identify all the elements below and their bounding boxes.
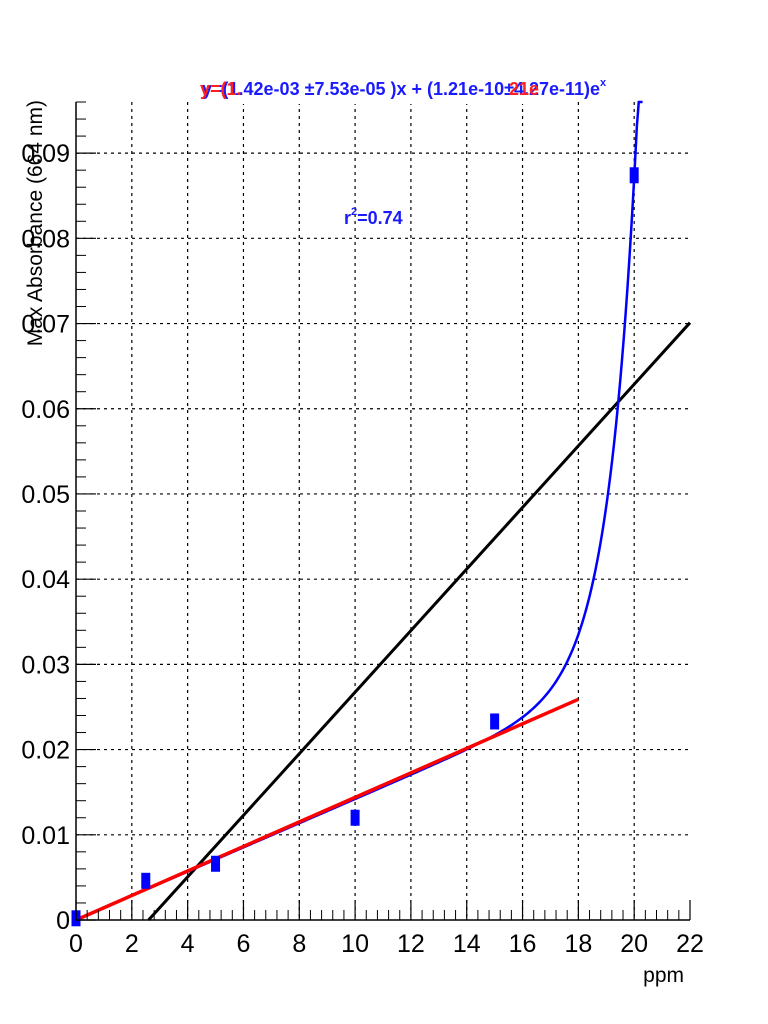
series-lines	[75, 100, 692, 922]
fit-equation-text: y=(1.42e-03 ±7.53e-05 )x + (1.21e-10±4.2…	[202, 79, 600, 99]
x-tick-label-2: 4	[181, 930, 195, 958]
x-tick-label-5: 10	[341, 930, 369, 958]
x-tick-label-0: 0	[69, 930, 83, 958]
fit-equation-superscript: x	[600, 77, 607, 89]
data-point-1	[141, 872, 151, 889]
y-tick-label-6: 0.06	[21, 396, 70, 424]
data-points	[71, 167, 639, 927]
y-tick-label-8: 0.08	[21, 225, 70, 253]
x-tick-label-10: 20	[620, 930, 648, 958]
x-tick-label-7: 14	[453, 930, 481, 958]
y-axis-title: Max Absorbance (664 nm)	[24, 100, 47, 346]
x-tick-label-3: 6	[237, 930, 251, 958]
fit-equation-group: y=(1.42e-03 ±7.53e-05 )x + (1.21e-10±4.2…	[196, 66, 607, 104]
y-tick-label-5: 0.05	[21, 481, 70, 509]
linear-fit-line	[75, 697, 580, 922]
r-squared-label: r2=0.74	[344, 206, 403, 228]
x-axis-title: ppm	[643, 964, 684, 987]
y-tick-label-3: 0.03	[21, 651, 70, 679]
y-tick-label-9: 0.09	[21, 140, 70, 168]
r-squared-value: =0.74	[357, 208, 403, 228]
fit-equation-background	[196, 66, 546, 104]
y-tick-label-1: 0.01	[21, 822, 70, 850]
grid-lines	[76, 102, 690, 920]
x-tick-label-1: 2	[125, 930, 139, 958]
x-tick-label-4: 8	[292, 930, 306, 958]
x-tick-label-8: 16	[509, 930, 537, 958]
r-squared-symbol: r	[344, 208, 351, 228]
data-point-5	[629, 167, 639, 184]
y-tick-label-2: 0.02	[21, 737, 70, 765]
x-axis-ticks: 0 2 4 6 8 10 12 14 16 18 20 22	[69, 900, 704, 958]
y-tick-label-7: 0.07	[21, 311, 70, 339]
data-point-4	[490, 713, 500, 730]
data-point-3	[350, 809, 360, 826]
fit-equation-overlay-left: y=(1.	[200, 79, 242, 99]
x-tick-label-11: 22	[676, 930, 704, 958]
y-axis-ticks: 0 0.01 0.02 0.03 0.04 0.05 0.06 0.07 0.08 0.09	[21, 101, 96, 935]
fit-equation-overlay-right: 21e	[509, 79, 539, 99]
x-tick-label-9: 18	[564, 930, 592, 958]
y-tick-label-0: 0	[56, 907, 70, 935]
fit-equation: y=(1.42e-03 ±7.53e-05 )x + (1.21e-10±4.2…	[202, 77, 607, 99]
x-tick-label-6: 12	[397, 930, 425, 958]
y-tick-label-4: 0.04	[21, 566, 70, 594]
r-squared-superscript: 2	[351, 206, 357, 218]
reference-line	[147, 321, 692, 922]
data-point-2	[211, 855, 221, 872]
